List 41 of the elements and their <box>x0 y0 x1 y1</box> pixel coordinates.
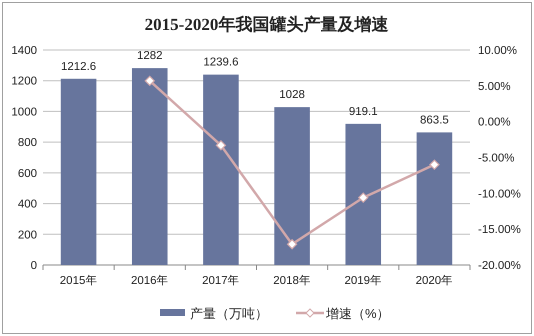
y2-tick-label: -5.00% <box>478 152 514 164</box>
x-tick-label: 2018年 <box>273 274 311 287</box>
y2-tick-label: 0.00% <box>478 116 511 129</box>
data-label: 1239.6 <box>203 56 239 69</box>
bar <box>203 74 239 265</box>
chart-title: 2015-2020年我国罐头产量及增速 <box>144 15 388 34</box>
y-tick-label: 800 <box>18 137 37 150</box>
point <box>429 160 440 170</box>
data-label: 1212.6 <box>60 60 96 73</box>
y-tick-label: 1400 <box>11 45 37 57</box>
bar <box>132 68 168 265</box>
y-tick-label: 1200 <box>11 76 37 88</box>
legend-label: 增速（%） <box>325 306 390 321</box>
data-label: 1028 <box>279 89 305 102</box>
y2-tick-label: -20.00% <box>478 260 521 272</box>
x-tick-label: 2015年 <box>60 274 98 287</box>
y2-tick-label: -15.00% <box>478 224 521 236</box>
bar <box>60 78 96 265</box>
point <box>358 192 368 203</box>
x-tick-label: 2017年 <box>202 274 240 287</box>
y2-tick-label: -10.00% <box>478 188 521 200</box>
data-label: 919.1 <box>348 106 378 118</box>
x-tick-label: 2020年 <box>416 274 454 287</box>
y2-tick-label: 5.00% <box>478 80 511 93</box>
x-tick-label: 2016年 <box>130 274 169 287</box>
point <box>286 239 298 250</box>
x-tick-label: 2019年 <box>344 274 382 287</box>
legend-label: 产量（万吨） <box>190 306 268 321</box>
data-label: 1282 <box>136 50 163 62</box>
point <box>216 140 226 150</box>
y-tick-label: 400 <box>18 198 37 211</box>
bar <box>416 132 452 265</box>
bar <box>274 107 310 265</box>
y-tick-label: 0 <box>30 260 37 272</box>
y-tick-label: 1000 <box>11 106 37 118</box>
data-label: 863.5 <box>420 114 449 126</box>
point <box>144 76 155 86</box>
bar <box>345 124 382 265</box>
y-tick-label: 600 <box>18 168 37 180</box>
y2-tick-label: 10.00% <box>478 45 518 57</box>
y-tick-label: 200 <box>18 229 37 242</box>
